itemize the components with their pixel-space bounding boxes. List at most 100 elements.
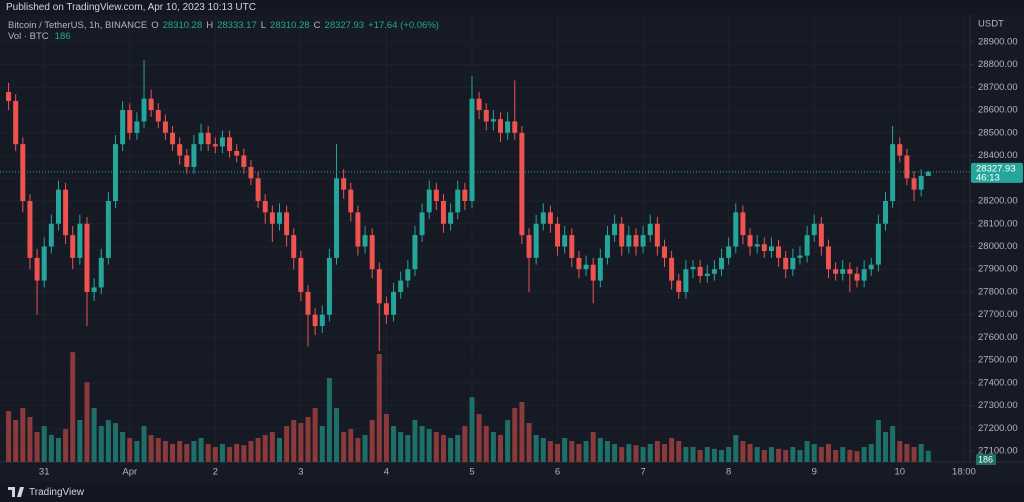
y-tick-label: 28500.00	[978, 127, 1018, 138]
candle-body	[526, 235, 532, 258]
candle-body	[455, 189, 461, 213]
volume-bar	[512, 408, 518, 462]
candle-body	[790, 257, 796, 270]
candle-body	[291, 235, 297, 258]
brand: TradingView	[29, 486, 85, 498]
candle-body	[262, 201, 268, 213]
candle-body	[875, 223, 881, 265]
candle-body	[740, 212, 746, 236]
y-tick-label: 28900.00	[978, 36, 1018, 47]
candle-body	[334, 178, 340, 258]
candle-body	[654, 223, 660, 247]
volume-bar	[262, 435, 268, 462]
volume-bar	[797, 450, 803, 462]
candle-body	[797, 255, 803, 258]
volume-bar	[669, 438, 675, 462]
volume-bar	[740, 441, 746, 462]
candle-body	[13, 100, 19, 145]
legend-value: 28310.28	[162, 20, 203, 31]
candle-body	[269, 212, 275, 224]
candle-body	[248, 166, 254, 179]
candle-body	[241, 155, 247, 167]
candle-body	[276, 212, 282, 224]
volume-bar	[141, 426, 147, 462]
candle-body	[547, 212, 553, 224]
candle-body	[683, 269, 689, 292]
volume-bar	[847, 450, 853, 462]
candle-body	[341, 178, 347, 190]
y-tick-label: 28700.00	[978, 82, 1018, 93]
volume-bar	[540, 438, 546, 462]
volume-bar	[405, 435, 411, 462]
volume-bar	[426, 429, 432, 462]
volume-bar	[34, 432, 40, 462]
volume-bar	[91, 408, 97, 462]
candle-body	[818, 223, 824, 247]
volume-bar	[184, 444, 190, 462]
volume-bar	[191, 441, 197, 462]
logo	[8, 487, 24, 497]
x-tick-label: 8	[726, 467, 731, 478]
candle-body	[369, 235, 375, 270]
volume-bar	[854, 451, 860, 462]
x-tick-label: 9	[812, 467, 817, 478]
candle-body	[854, 273, 860, 281]
volume-bar	[690, 447, 696, 462]
volume-bar	[897, 441, 903, 462]
symbol: Bitcoin / TetherUS, 1h, BINANCE	[8, 20, 148, 31]
y-tick-label: 28800.00	[978, 59, 1018, 70]
candle-body	[212, 144, 218, 147]
candle-body	[184, 155, 190, 167]
candle-body	[127, 110, 133, 133]
candle-body	[426, 189, 432, 213]
volume-bar	[840, 447, 846, 462]
footer: TradingView	[0, 482, 1024, 502]
volume-bar	[861, 447, 867, 462]
candle-body	[847, 269, 853, 274]
candle-body	[355, 212, 361, 247]
candle-body	[804, 235, 810, 256]
candle-body	[105, 201, 111, 258]
volume-bar	[754, 447, 760, 462]
volume-bar	[547, 441, 553, 462]
candle-body	[255, 178, 261, 202]
volume-bar	[355, 438, 361, 462]
candle-body	[583, 264, 589, 270]
volume-bar	[883, 432, 889, 462]
volume-bar	[419, 426, 425, 462]
volume-bar	[177, 441, 183, 462]
candle-body	[55, 189, 61, 224]
volume-bar	[811, 444, 817, 462]
volume-bar	[105, 420, 111, 462]
candle-body	[498, 119, 504, 133]
volume-bar	[783, 450, 789, 462]
volume-bar	[719, 450, 725, 462]
candle-body	[155, 110, 161, 122]
x-tick-label: 31	[39, 467, 50, 478]
volume-bar	[383, 414, 389, 462]
volume-bar	[462, 426, 468, 462]
y-tick-label: 27200.00	[978, 423, 1018, 434]
y-tick-label: 27600.00	[978, 332, 1018, 343]
volume-bar	[13, 420, 19, 462]
candle-body	[362, 235, 368, 247]
candle-body	[619, 223, 625, 247]
candle-body	[604, 235, 610, 258]
candle-body	[48, 223, 54, 247]
volume-tag	[976, 454, 996, 465]
volume-bar	[41, 426, 47, 462]
volume-bar	[661, 444, 667, 462]
volume-bar	[234, 444, 240, 462]
candle-body	[868, 264, 874, 270]
y-tick-label: 28000.00	[978, 241, 1018, 252]
volume-bar	[490, 432, 496, 462]
volume-bar	[469, 397, 475, 462]
volume-legend: Vol · BTC 186	[8, 31, 71, 42]
volume-bar	[326, 378, 332, 462]
candle-body	[298, 257, 304, 292]
volume-bar	[334, 408, 340, 462]
volume-bar	[134, 441, 140, 462]
candle-body	[597, 257, 603, 281]
candle-body	[41, 246, 47, 281]
legend-label: H	[206, 20, 214, 31]
